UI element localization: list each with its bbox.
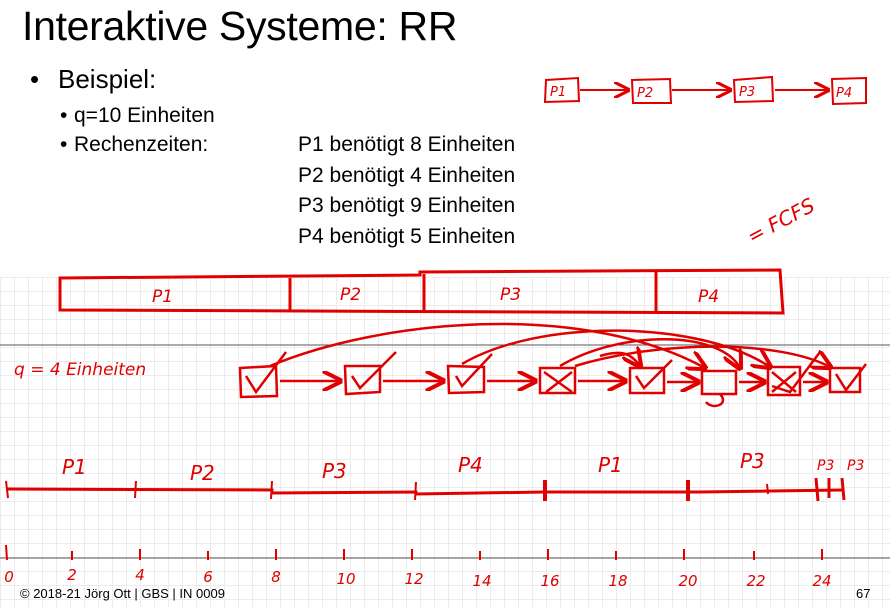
footer-page-number: 67 [856, 586, 871, 601]
gantt-q4-seg7: P3 [817, 458, 834, 474]
queue-box-p1 [543, 76, 581, 104]
axis-tick-4: 4 [135, 566, 145, 584]
queue-label-p4: P4 [836, 86, 852, 101]
rechenzeiten-label: Rechenzeiten: [74, 133, 209, 156]
q4-note: q = 4 Einheiten [14, 360, 146, 380]
gantt-q4 [5, 477, 846, 502]
process-line-p2: P2 benötigt 4 Einheiten [298, 164, 516, 187]
axis-tick-2: 2 [67, 566, 77, 584]
axis-tick-14: 14 [472, 572, 491, 590]
time-axis-ticks [5, 544, 823, 561]
gantt-q4-seg3: P3 [322, 459, 347, 483]
axis-tick-22: 22 [746, 572, 765, 590]
gantt-q10 [58, 268, 785, 315]
sub-bullet-quantum: • q=10 Einheiten [60, 104, 215, 128]
gantt-q4-seg6: P3 [740, 449, 765, 473]
gantt-q10-p3: P3 [500, 285, 521, 305]
gantt-q4-seg2: P2 [190, 461, 215, 485]
sub-bullet-rechenzeiten: • Rechenzeiten: [60, 133, 208, 157]
gantt-q10-p2: P2 [340, 285, 361, 305]
queue-label-p2: P2 [637, 86, 653, 101]
gantt-q10-p1: P1 [152, 287, 173, 307]
bullet-label: Beispiel: [58, 64, 157, 94]
fcfs-note: = FCFS [743, 193, 819, 249]
queue-label-p3: P3 [739, 85, 755, 100]
axis-tick-12: 12 [404, 570, 423, 588]
axis-tick-10: 10 [336, 570, 355, 588]
queue-box-p4 [830, 76, 867, 106]
queue-box-p2 [630, 77, 673, 104]
axis-tick-0: 0 [4, 568, 14, 586]
grid-background [0, 277, 890, 607]
slide-title: Interaktive Systeme: RR [22, 3, 458, 49]
axis-tick-16: 16 [540, 572, 559, 590]
axis-tick-8: 8 [271, 568, 281, 586]
process-line-p1: P1 benötigt 8 Einheiten [298, 133, 516, 156]
axis-tick-20: 20 [678, 572, 697, 590]
queue-label-p1: P1 [550, 85, 566, 100]
gantt-q4-seg8: P3 [847, 458, 864, 474]
bullet-dot: • [60, 104, 68, 127]
gantt-q10-p4: P4 [698, 287, 719, 307]
gantt-q4-seg4: P4 [458, 453, 483, 477]
axis-tick-24: 24 [812, 572, 831, 590]
queue-top [543, 75, 867, 106]
bullet-beispiel: • Beispiel: [30, 64, 156, 94]
gantt-q4-seg5: P1 [598, 453, 623, 477]
queue-box-p3 [732, 75, 775, 104]
footer-copyright: © 2018-21 Jörg Ott | GBS | IN 0009 [20, 586, 225, 601]
quantum-text: q=10 Einheiten [74, 104, 215, 127]
process-line-p3: P3 benötigt 9 Einheiten [298, 194, 516, 217]
bullet-dot: • [30, 64, 40, 94]
process-line-p4: P4 benötigt 5 Einheiten [298, 225, 516, 248]
gantt-q4-seg1: P1 [62, 455, 87, 479]
bullet-dot: • [60, 133, 68, 156]
axis-tick-18: 18 [608, 572, 627, 590]
rr-queue [238, 322, 867, 408]
axis-tick-6: 6 [203, 568, 213, 586]
